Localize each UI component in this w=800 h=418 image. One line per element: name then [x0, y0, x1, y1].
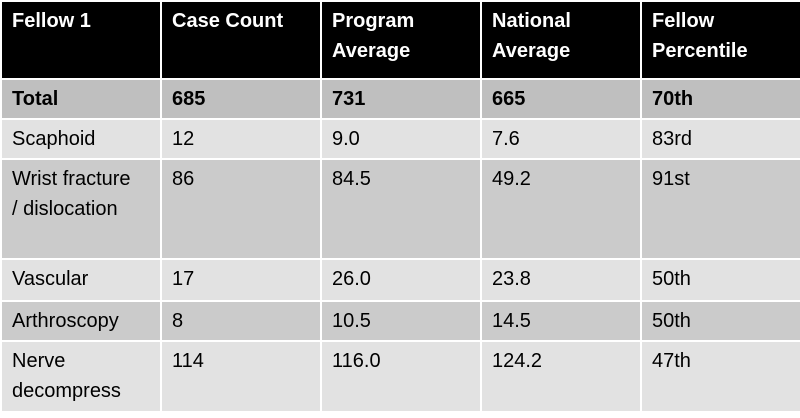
cell-text: 14.5 [492, 310, 531, 332]
cell-text: 86 [172, 168, 195, 190]
header-row: Fellow 1 Case Count Program Average Nationa… [0, 0, 800, 80]
cell-text: 665 [492, 88, 526, 110]
header-cell: Case Count [160, 0, 322, 80]
cell: 10.5 [320, 300, 482, 342]
cell-text: 17 [172, 268, 195, 290]
cell: Wrist fracture / dislocation [0, 158, 162, 260]
cell-text: 116.0 [332, 350, 381, 372]
cell-text: Arthroscopy [12, 310, 119, 332]
cell: 14.5 [480, 300, 642, 342]
cell-text: Nerve decompress [12, 350, 121, 402]
cell-text: 50th [652, 310, 691, 332]
header-text: National Average [492, 10, 571, 62]
cell: 12 [160, 118, 322, 160]
table-row: Vascular 17 26.0 23.8 50th [0, 258, 800, 302]
cell-text: 731 [332, 88, 366, 110]
cell: Scaphoid [0, 118, 162, 160]
cell-text: 114 [172, 350, 204, 372]
header-text: Fellow 1 [12, 10, 91, 32]
table-row: Nerve decompress 114 116.0 124.2 47th [0, 340, 800, 413]
cell-text: Scaphoid [12, 128, 96, 150]
cell-text: 10.5 [332, 310, 371, 332]
header-text: Fellow Percentile [652, 10, 748, 62]
header-text: Program Average [332, 10, 415, 62]
cell: 116.0 [320, 340, 482, 413]
cell: 8 [160, 300, 322, 342]
cell-text: 83rd [652, 128, 693, 150]
table-row: Total 685 731 665 70th [0, 78, 800, 120]
cell: 7.6 [480, 118, 642, 160]
cell: 26.0 [320, 258, 482, 302]
cell-text: 12 [172, 128, 195, 150]
cell: 83rd [640, 118, 800, 160]
cell: 50th [640, 300, 800, 342]
cell: 731 [320, 78, 482, 120]
cell-text: 23.8 [492, 268, 531, 290]
header-cell: Program Average [320, 0, 482, 80]
cell-text: Vascular [12, 268, 89, 290]
cell: Arthroscopy [0, 300, 162, 342]
cell: 49.2 [480, 158, 642, 260]
cell-text: 9.0 [332, 128, 360, 150]
cell-text: 91st [652, 168, 690, 190]
header-cell: National Average [480, 0, 642, 80]
cell-text: Wrist fracture / dislocation [12, 168, 131, 220]
cell-text: 84.5 [332, 168, 371, 190]
cell-text: 50th [652, 268, 691, 290]
cell: 685 [160, 78, 322, 120]
cell: 124.2 [480, 340, 642, 413]
cell: 86 [160, 158, 322, 260]
cell-text: 49.2 [492, 168, 531, 190]
cell-text: 47th [652, 350, 691, 372]
table-row: Scaphoid 12 9.0 7.6 83rd [0, 118, 800, 160]
cell-text: 685 [172, 88, 206, 110]
header-cell: Fellow 1 [0, 0, 162, 80]
cell-text: 70th [652, 88, 694, 110]
cell-text: 7.6 [492, 128, 520, 150]
header-cell: Fellow Percentile [640, 0, 800, 80]
cell: 47th [640, 340, 800, 413]
cell: 50th [640, 258, 800, 302]
cell: 84.5 [320, 158, 482, 260]
cell: 91st [640, 158, 800, 260]
cell-text: 26.0 [332, 268, 371, 290]
cell: Total [0, 78, 162, 120]
cell-text: Total [12, 88, 59, 110]
cell: 9.0 [320, 118, 482, 160]
cell-text: 124.2 [492, 350, 543, 372]
cell: 17 [160, 258, 322, 302]
table-row: Arthroscopy 8 10.5 14.5 50th [0, 300, 800, 342]
cell: Nerve decompress [0, 340, 162, 413]
cell: 114 [160, 340, 322, 413]
cell-text: 8 [172, 310, 184, 332]
cell: 70th [640, 78, 800, 120]
header-text: Case Count [172, 10, 284, 32]
cell: 23.8 [480, 258, 642, 302]
cell: Vascular [0, 258, 162, 302]
table-row: Wrist fracture / dislocation 86 84.5 49.2 91… [0, 158, 800, 260]
cell: 665 [480, 78, 642, 120]
